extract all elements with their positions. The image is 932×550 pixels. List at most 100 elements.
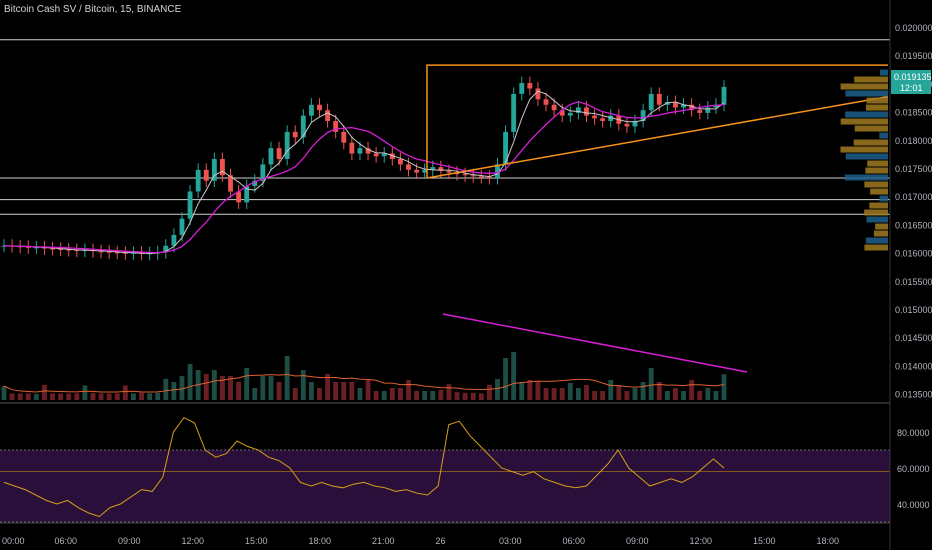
candle[interactable]	[397, 158, 403, 165]
candle[interactable]	[575, 107, 581, 113]
candle[interactable]	[74, 250, 80, 252]
candle[interactable]	[656, 93, 662, 105]
price-pane[interactable]	[0, 39, 890, 404]
volume-bar	[551, 388, 557, 400]
candle[interactable]	[308, 104, 314, 116]
triangle-support[interactable]	[426, 95, 889, 179]
candle[interactable]	[276, 148, 282, 159]
volume-bar	[333, 382, 339, 400]
candle[interactable]	[203, 169, 209, 181]
candle[interactable]	[414, 169, 420, 173]
candle[interactable]	[373, 153, 379, 157]
candle[interactable]	[608, 115, 614, 122]
candle[interactable]	[462, 174, 468, 176]
candle[interactable]	[220, 158, 225, 176]
rsi-pane[interactable]	[0, 416, 890, 524]
candle[interactable]	[681, 104, 686, 108]
price-tick-label: 0.018500	[895, 108, 932, 118]
candle[interactable]	[260, 164, 266, 181]
candle[interactable]	[559, 110, 565, 116]
candle[interactable]	[389, 153, 395, 159]
volume-bar	[721, 374, 727, 400]
candle[interactable]	[422, 169, 428, 173]
candle[interactable]	[349, 142, 355, 154]
candle[interactable]	[446, 170, 452, 173]
volume-bar	[422, 391, 428, 400]
candle[interactable]	[98, 251, 104, 253]
candle[interactable]	[33, 247, 39, 249]
candle[interactable]	[341, 131, 347, 143]
candle[interactable]	[624, 123, 630, 127]
candle[interactable]	[721, 86, 727, 105]
candle[interactable]	[503, 131, 508, 165]
candle[interactable]	[252, 180, 258, 187]
candle[interactable]	[592, 115, 597, 119]
candle[interactable]	[567, 112, 573, 116]
candle[interactable]	[543, 99, 549, 105]
candle[interactable]	[236, 191, 242, 203]
candle[interactable]	[511, 93, 517, 132]
candle[interactable]	[300, 115, 306, 138]
price-axis[interactable]: 0.0200000.0195000.0190000.0185000.018000…	[889, 0, 932, 550]
time-tick-label: 06:00	[55, 536, 78, 546]
candle[interactable]	[58, 249, 64, 250]
candle[interactable]	[551, 104, 557, 111]
candle[interactable]	[713, 104, 719, 108]
candle[interactable]	[535, 88, 541, 100]
candle[interactable]	[584, 107, 589, 116]
candle[interactable]	[50, 248, 55, 250]
candle[interactable]	[673, 102, 678, 108]
candle[interactable]	[244, 186, 250, 203]
time-axis[interactable]: 00:00 06:00 09:00 12:00 15:00 18:00 21:00 26 03:…	[2, 536, 839, 546]
triangle-resistance[interactable]	[426, 64, 888, 178]
candle[interactable]	[114, 252, 120, 254]
candle[interactable]	[430, 167, 436, 170]
candle[interactable]	[478, 176, 484, 178]
candle[interactable]	[664, 102, 670, 105]
volume-bar	[624, 391, 630, 400]
candle[interactable]	[640, 110, 646, 122]
candle[interactable]	[632, 121, 638, 127]
candle[interactable]	[527, 83, 533, 89]
candle[interactable]	[470, 175, 476, 177]
volume-bar	[640, 382, 646, 400]
candle[interactable]	[195, 169, 201, 192]
candle[interactable]	[519, 83, 525, 94]
candle[interactable]	[268, 148, 274, 165]
volume-bar	[454, 392, 460, 400]
candle[interactable]	[284, 131, 290, 159]
candle[interactable]	[600, 118, 606, 122]
candle[interactable]	[66, 249, 72, 251]
candle[interactable]	[122, 252, 128, 254]
candle[interactable]	[357, 148, 363, 154]
candle[interactable]	[648, 93, 654, 111]
candle[interactable]	[163, 245, 169, 253]
candle[interactable]	[171, 234, 177, 246]
candle[interactable]	[106, 251, 112, 253]
volume-bar	[397, 388, 403, 400]
candle[interactable]	[365, 148, 371, 154]
candle[interactable]	[317, 104, 322, 111]
candle[interactable]	[187, 191, 193, 219]
candle[interactable]	[697, 110, 703, 113]
candle[interactable]	[486, 176, 492, 178]
volume-divergence-line[interactable]	[442, 313, 748, 373]
candle[interactable]	[292, 131, 298, 138]
candle[interactable]	[438, 167, 444, 171]
volume-profile-bar	[879, 132, 888, 139]
candle[interactable]	[689, 104, 695, 111]
candle[interactable]	[25, 246, 31, 248]
candle[interactable]	[325, 110, 331, 122]
candle[interactable]	[406, 164, 411, 170]
candle[interactable]	[495, 164, 500, 178]
candle[interactable]	[333, 121, 339, 132]
candle[interactable]	[179, 218, 185, 235]
volume-bar	[308, 382, 314, 400]
candle[interactable]	[381, 153, 387, 157]
volume-bar	[187, 364, 193, 400]
candle[interactable]	[211, 158, 217, 181]
candle[interactable]	[705, 107, 711, 113]
ma-fast-line	[3, 90, 725, 254]
candle[interactable]	[228, 175, 233, 192]
